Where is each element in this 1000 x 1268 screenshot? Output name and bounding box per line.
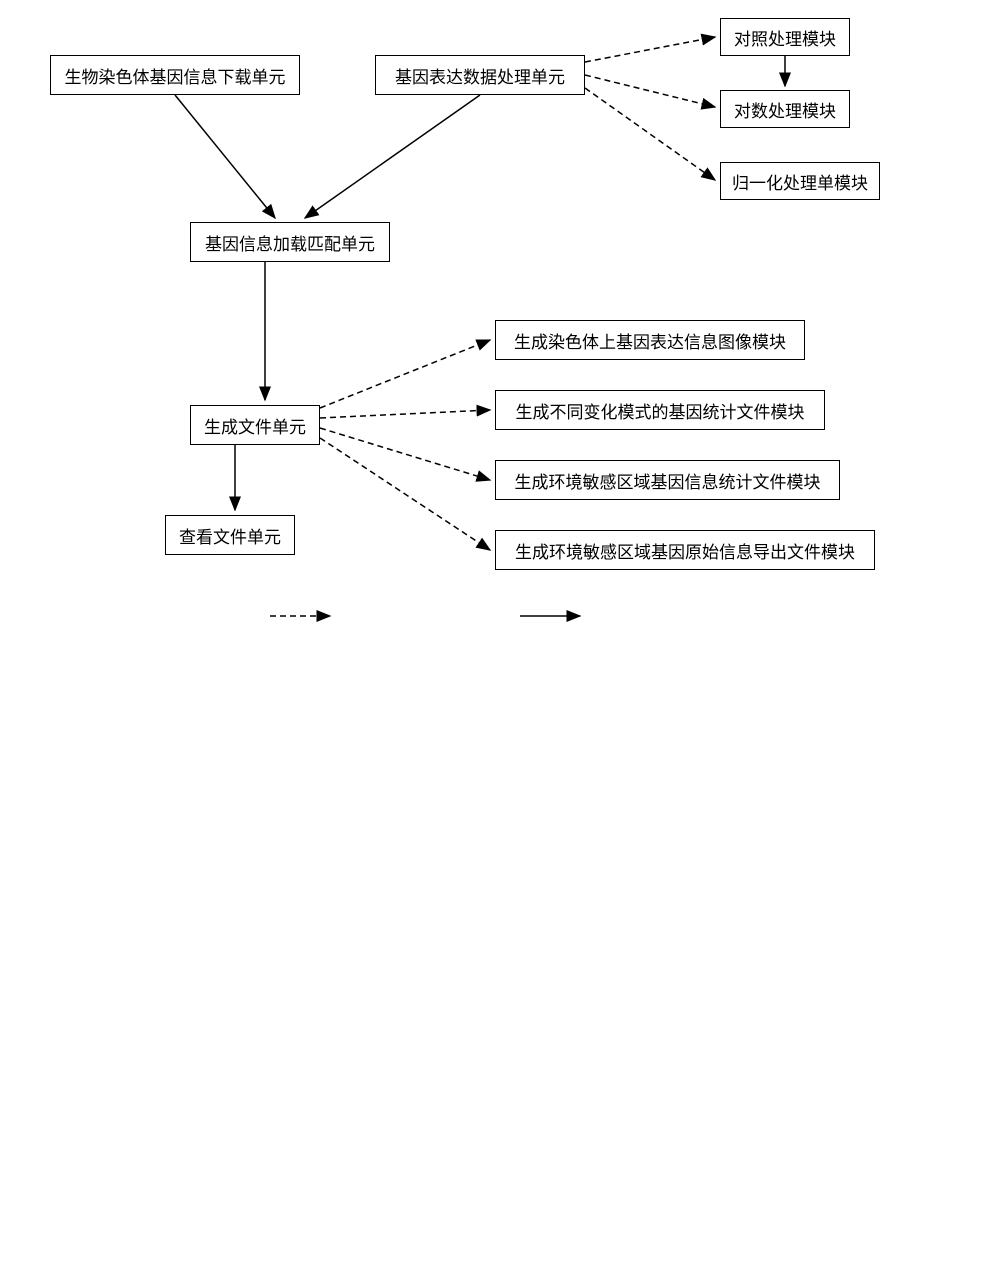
log-module-box: 对数处理模块: [720, 90, 850, 128]
data-process-unit-label: 基因表达数据处理单元: [395, 63, 565, 88]
log-module-label: 对数处理模块: [734, 97, 836, 122]
generate-file-unit-label: 生成文件单元: [204, 413, 306, 438]
gen-env-stats-module-label: 生成环境敏感区域基因信息统计文件模块: [515, 468, 821, 493]
gen-env-stats-module-box: 生成环境敏感区域基因信息统计文件模块: [495, 460, 840, 500]
gen-image-module-label: 生成染色体上基因表达信息图像模块: [514, 328, 786, 353]
generate-file-unit-box: 生成文件单元: [190, 405, 320, 445]
contrast-module-box: 对照处理模块: [720, 18, 850, 56]
view-file-unit-label: 查看文件单元: [179, 523, 281, 548]
download-unit-label: 生物染色体基因信息下载单元: [65, 63, 286, 88]
download-unit-box: 生物染色体基因信息下载单元: [50, 55, 300, 95]
data-process-unit-box: 基因表达数据处理单元: [375, 55, 585, 95]
gen-stats-module-label: 生成不同变化模式的基因统计文件模块: [516, 398, 805, 423]
gen-env-export-module-label: 生成环境敏感区域基因原始信息导出文件模块: [515, 538, 855, 563]
load-match-unit-label: 基因信息加载匹配单元: [205, 230, 375, 255]
view-file-unit-box: 查看文件单元: [165, 515, 295, 555]
legend-solid: 过程: [520, 610, 1000, 1268]
gen-image-module-box: 生成染色体上基因表达信息图像模块: [495, 320, 805, 360]
load-match-unit-box: 基因信息加载匹配单元: [190, 222, 390, 262]
normalize-module-box: 归一化处理单模块: [720, 162, 880, 200]
gen-env-export-module-box: 生成环境敏感区域基因原始信息导出文件模块: [495, 530, 875, 570]
contrast-module-label: 对照处理模块: [734, 25, 836, 50]
normalize-module-label: 归一化处理单模块: [732, 169, 868, 194]
gen-stats-module-box: 生成不同变化模式的基因统计文件模块: [495, 390, 825, 430]
